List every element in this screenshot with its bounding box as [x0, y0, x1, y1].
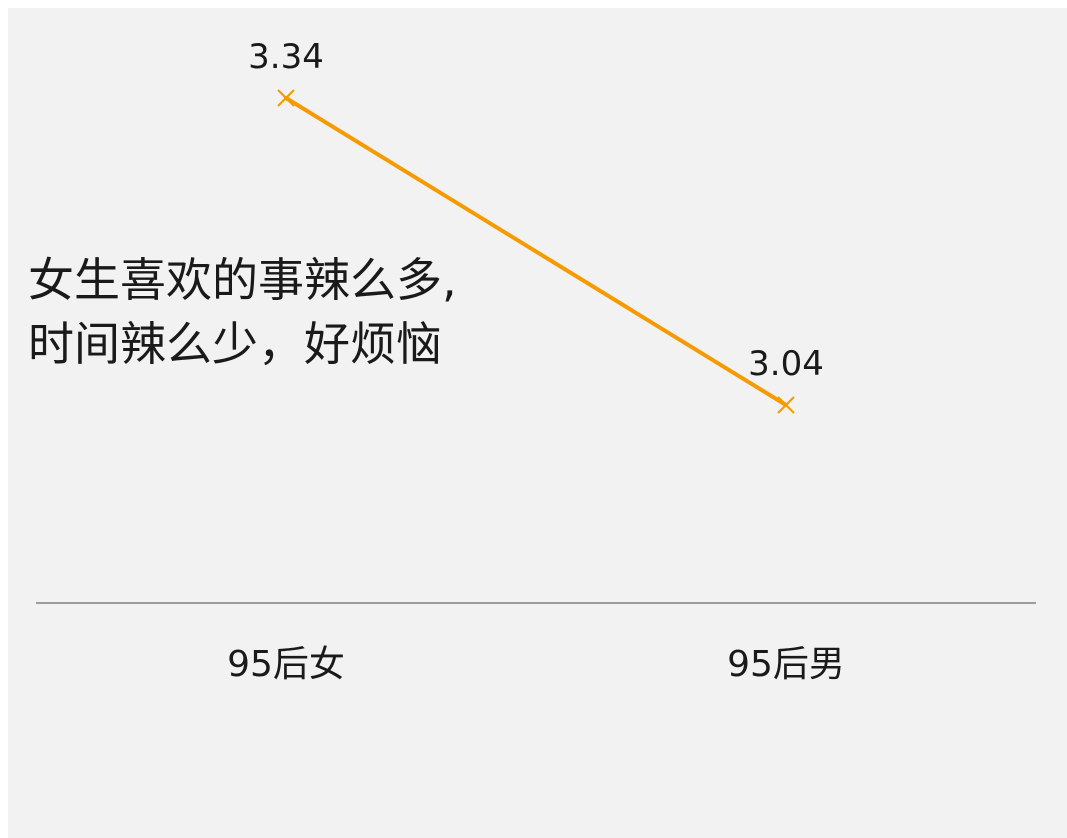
chart-annotation: 女生喜欢的事辣么多, 时间辣么少，好烦恼: [28, 248, 457, 376]
x-tick-label: 95后男: [727, 644, 845, 685]
data-label: 3.04: [748, 344, 824, 384]
data-point-marker: [777, 396, 795, 414]
annotation-line-1: 女生喜欢的事辣么多,: [28, 253, 457, 307]
line-chart: 95后女 95后男 3.34 3.04: [36, 37, 1036, 685]
data-label: 3.34: [248, 37, 324, 77]
chart-area: 95后女 95后男 3.34 3.04 女生喜欢的事辣么多, 时间辣么少，好烦恼: [8, 8, 1067, 838]
data-point-marker: [277, 89, 295, 107]
series-line: [284, 96, 788, 407]
annotation-line-2: 时间辣么少，好烦恼: [28, 317, 442, 371]
x-tick-label: 95后女: [227, 644, 345, 685]
